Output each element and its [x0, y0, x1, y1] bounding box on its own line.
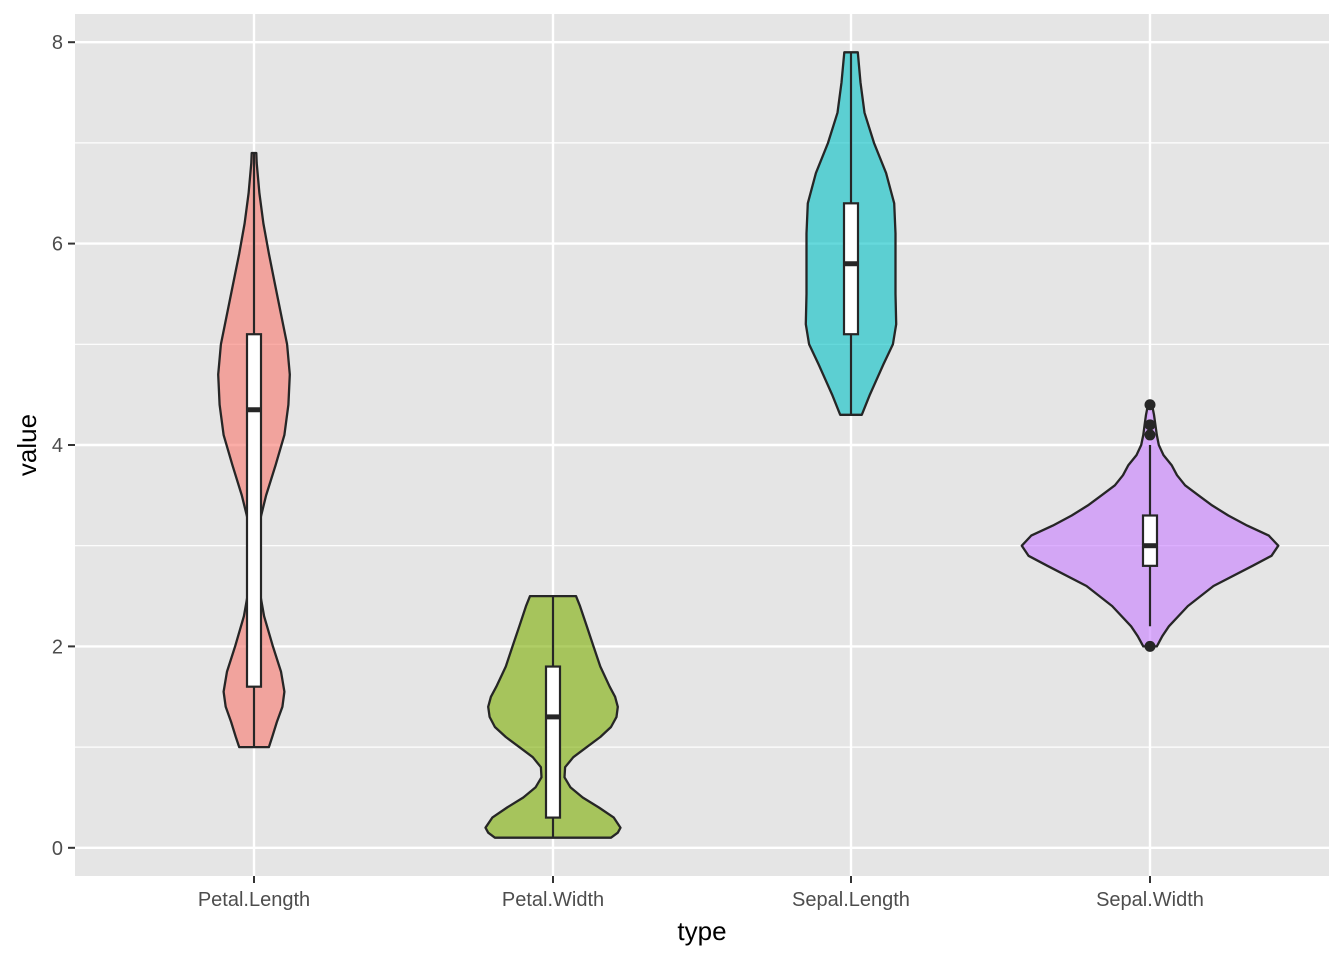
x-axis-title: type	[677, 916, 726, 946]
outlier-point	[1144, 429, 1156, 441]
y-tick-label: 6	[52, 234, 63, 256]
x-tick-label: Sepal.Length	[792, 889, 910, 911]
iqr-box	[245, 333, 263, 688]
iqr-box	[842, 202, 860, 336]
violin-sepal-width	[1020, 399, 1280, 652]
y-tick-label: 0	[52, 838, 63, 860]
violin-petal-width	[484, 594, 622, 839]
outlier-point	[1144, 640, 1156, 652]
outlier-point	[1144, 399, 1156, 411]
x-tick-label: Petal.Length	[198, 889, 310, 911]
x-tick-label: Sepal.Width	[1096, 889, 1204, 911]
iqr-box	[1141, 514, 1159, 567]
violins	[217, 51, 1280, 839]
outlier-point	[1144, 419, 1156, 431]
axes: 0 2 4 6 8 Petal.Length Petal.Width Sepal.Length…	[52, 32, 1204, 911]
y-axis-title: value	[12, 414, 42, 476]
y-tick-label: 8	[52, 32, 63, 54]
x-tick-label: Petal.Width	[502, 889, 604, 911]
y-tick-label: 2	[52, 636, 63, 658]
violin-sepal-length	[804, 51, 898, 416]
violin-petal-length	[217, 151, 291, 749]
iqr-box	[544, 665, 562, 819]
y-tick-label: 4	[52, 435, 63, 457]
